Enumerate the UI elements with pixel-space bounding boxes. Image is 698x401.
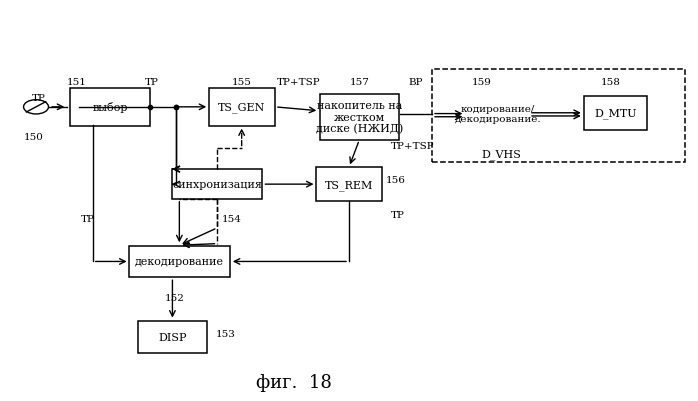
Text: выбор: выбор — [92, 102, 128, 113]
Bar — [129, 246, 230, 277]
Bar — [209, 89, 274, 126]
Text: 151: 151 — [67, 77, 87, 86]
Circle shape — [24, 100, 48, 115]
Text: 158: 158 — [601, 77, 621, 86]
Text: 157: 157 — [350, 77, 369, 86]
Text: TP: TP — [391, 211, 404, 220]
Text: накопитель на
жестком
диске (НЖИД): накопитель на жестком диске (НЖИД) — [315, 101, 403, 134]
Text: TS_REM: TS_REM — [325, 179, 373, 190]
Text: TS_GEN: TS_GEN — [218, 102, 265, 113]
Bar — [172, 170, 262, 200]
Text: 152: 152 — [165, 293, 184, 302]
Bar — [70, 89, 150, 126]
Text: 156: 156 — [386, 176, 406, 184]
Text: 155: 155 — [232, 77, 251, 86]
Text: TP+TSP: TP+TSP — [277, 77, 321, 86]
Bar — [316, 168, 382, 201]
Text: 159: 159 — [472, 77, 492, 86]
Text: BP: BP — [408, 77, 423, 86]
Bar — [138, 321, 207, 353]
Text: декодирование: декодирование — [135, 257, 224, 267]
Text: TP+TSP: TP+TSP — [391, 142, 434, 151]
Bar — [584, 97, 647, 130]
Text: синхронизация: синхронизация — [172, 180, 262, 190]
Text: TP: TP — [81, 215, 95, 224]
Bar — [432, 70, 685, 163]
Text: 150: 150 — [24, 133, 43, 142]
Text: 153: 153 — [216, 329, 236, 338]
Bar — [320, 95, 399, 140]
Text: D_MTU: D_MTU — [594, 108, 637, 119]
Text: кодирование/
декодирование.: кодирование/ декодирование. — [454, 105, 541, 124]
Text: фиг.  18: фиг. 18 — [255, 373, 332, 391]
Text: TP: TP — [144, 77, 158, 86]
Text: TP: TP — [32, 94, 46, 103]
Text: DISP: DISP — [158, 332, 186, 342]
Text: D_VHS: D_VHS — [482, 149, 521, 160]
Text: 154: 154 — [221, 215, 242, 224]
